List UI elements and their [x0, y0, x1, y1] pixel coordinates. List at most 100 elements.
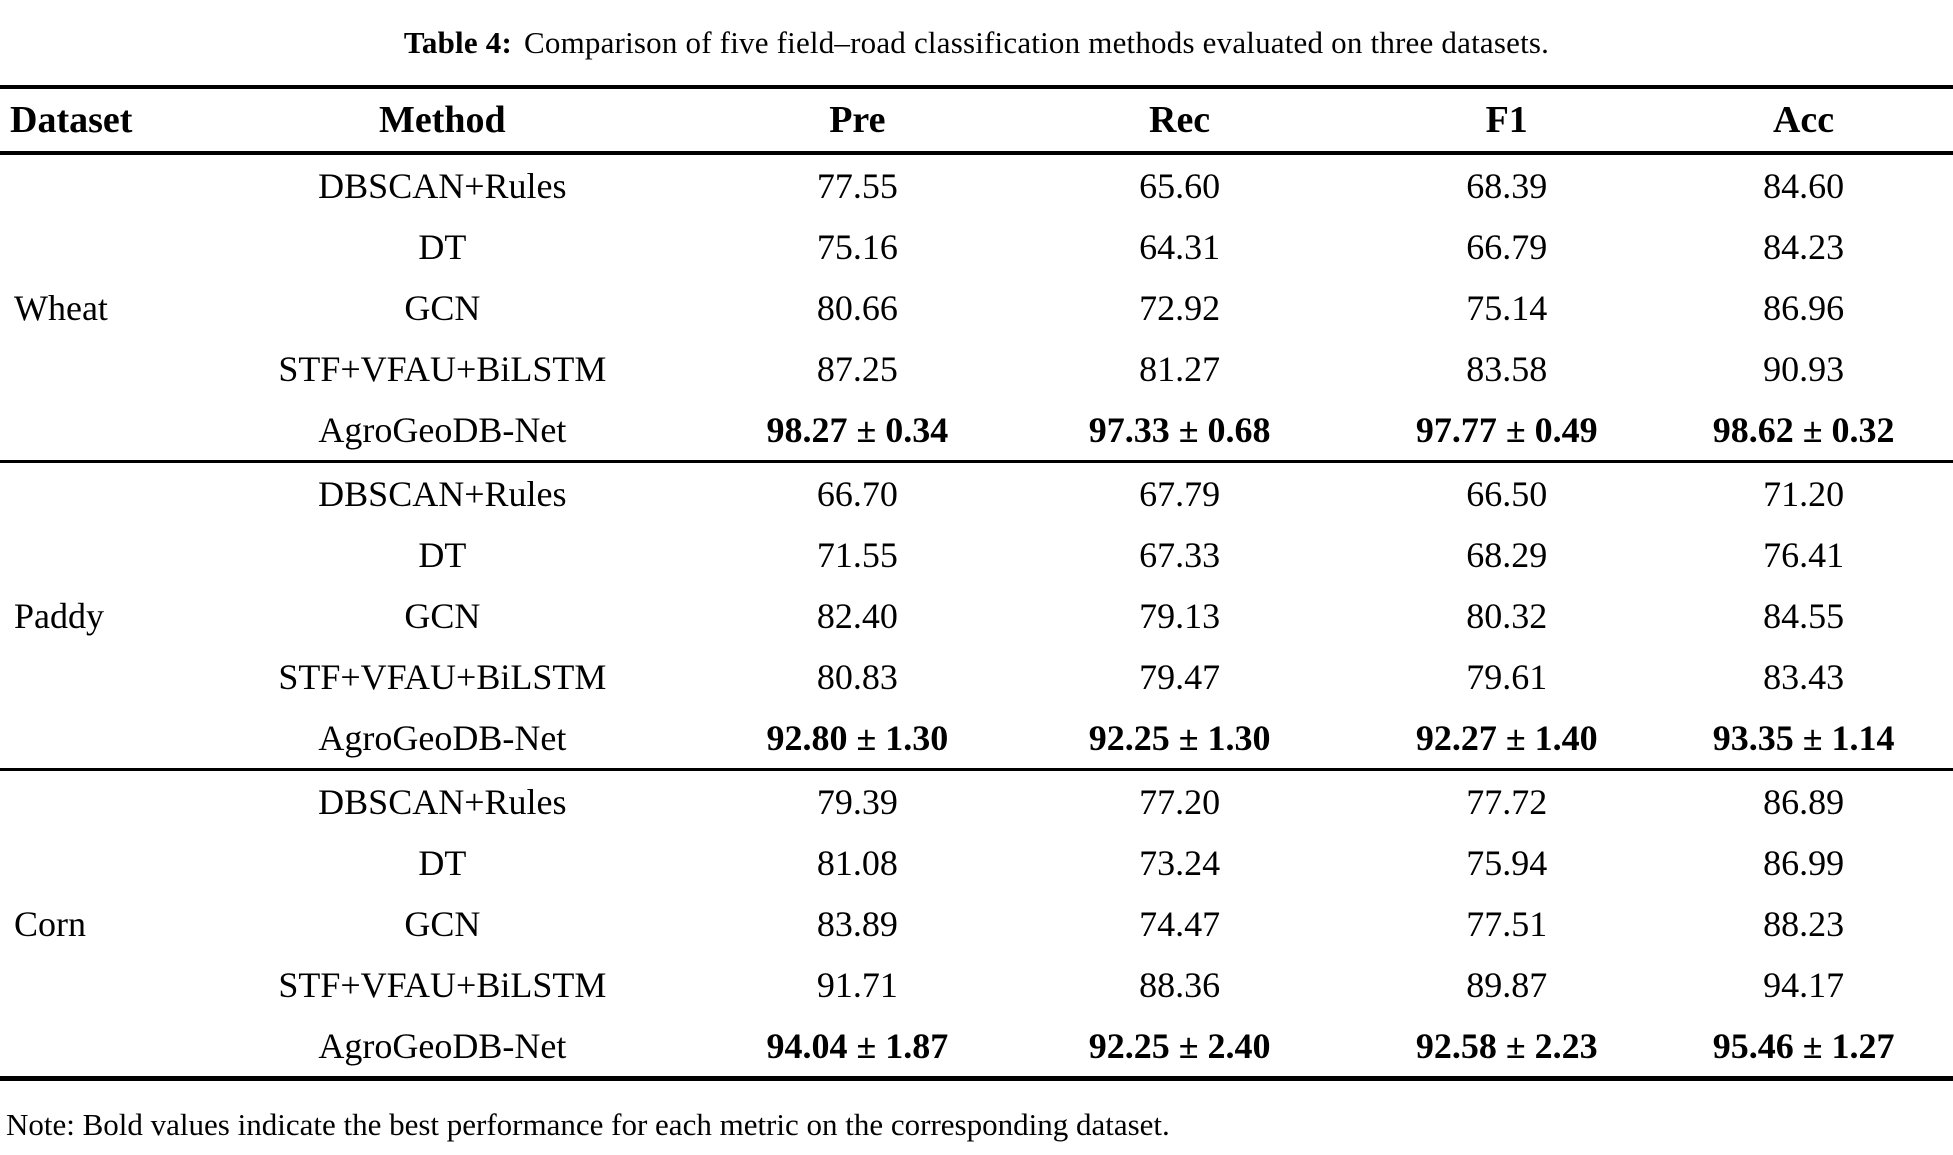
column-header-dataset: Dataset: [0, 87, 170, 155]
metric-cell-f1: 97.77 ± 0.49: [1415, 409, 1598, 450]
table-caption: Table 4: Comparison of five field–road c…: [0, 0, 1953, 85]
metric-cell-rec: 79.13: [1139, 595, 1221, 636]
metric-cell-rec: 67.33: [1139, 534, 1221, 575]
metric-cell-acc: 93.35 ± 1.14: [1712, 717, 1895, 758]
metric-cell-pre: 81.08: [816, 842, 898, 883]
dataset-section-wheat: Wheat DBSCAN+Rules 77.55 65.60 68.39 84.60 DT 7…: [0, 153, 1953, 462]
method-cell: GCN: [404, 903, 481, 944]
metric-cell-rec: 64.31: [1139, 226, 1221, 267]
metric-cell-pre: 66.70: [714, 460, 1000, 524]
metric-cell-rec: 92.25 ± 1.30: [1088, 717, 1271, 758]
metric-cell-f1: 77.51: [1466, 903, 1548, 944]
column-header-acc: Acc: [1654, 87, 1953, 155]
metric-cell-f1: 66.79: [1466, 226, 1548, 267]
table-row: Wheat DBSCAN+Rules 77.55 65.60 68.39 84.60: [0, 153, 1953, 328]
table-caption-label: Table 4:: [403, 24, 512, 60]
metric-cell-acc: 86.96: [1763, 287, 1845, 328]
column-header-rec: Rec: [999, 87, 1360, 155]
method-cell: DT: [418, 226, 467, 267]
metric-cell-pre: 94.04 ± 1.87: [766, 1025, 949, 1066]
metric-cell-rec: 97.33 ± 0.68: [1088, 409, 1271, 450]
table-row: Paddy DBSCAN+Rules 66.70 67.79 66.50 71.20: [0, 460, 1953, 770]
metric-cell-f1: 92.27 ± 1.40: [1415, 717, 1598, 758]
metric-cell-acc: 86.89: [1654, 768, 1953, 832]
table-row: DT 75.16 64.31 66.79 84.23: [0, 216, 1953, 277]
method-cell: DBSCAN+Rules: [318, 165, 567, 206]
method-cell: DBSCAN+Rules: [169, 460, 715, 524]
metric-cell-rec: 74.47: [1139, 903, 1221, 944]
metric-cell-f1: 77.72: [1359, 768, 1655, 832]
method-cell: AgroGeoDB-Net: [318, 1025, 567, 1066]
metric-cell-acc: 90.93: [1763, 348, 1845, 389]
metric-cell-acc: 71.20: [1654, 460, 1953, 524]
metric-cell-pre: 80.66: [816, 287, 898, 328]
metric-cell-pre: 83.89: [816, 903, 898, 944]
metric-cell-rec: 88.36: [1139, 964, 1221, 1005]
method-cell: GCN: [404, 595, 481, 636]
column-header-f1: F1: [1359, 87, 1655, 155]
table-row: GCN 82.40 79.13 80.32 84.55: [0, 585, 1953, 646]
metric-cell-rec: 92.25 ± 2.40: [1088, 1025, 1271, 1066]
dataset-label: Wheat: [14, 287, 108, 328]
method-cell: DBSCAN+Rules: [169, 768, 715, 832]
metric-cell-acc: 88.23: [1763, 903, 1845, 944]
metric-cell-acc: 98.62 ± 0.32: [1712, 409, 1895, 450]
metric-cell-acc: 84.23: [1763, 226, 1845, 267]
metric-cell-acc: 83.43: [1763, 656, 1845, 697]
metric-cell-rec: 67.79: [999, 460, 1360, 524]
metric-cell-f1: 79.61: [1466, 656, 1548, 697]
metric-cell-pre: 75.16: [816, 226, 898, 267]
column-header-method: Method: [169, 87, 715, 155]
table-row: AgroGeoDB-Net 92.80 ± 1.30 92.25 ± 1.30 92.…: [0, 707, 1953, 770]
metric-cell-acc: 76.41: [1763, 534, 1845, 575]
dataset-label: Paddy: [0, 460, 170, 770]
table-row: DT 81.08 73.24 75.94 86.99: [0, 832, 1953, 893]
metric-cell-pre: 92.80 ± 1.30: [766, 717, 949, 758]
method-cell: STF+VFAU+BiLSTM: [278, 656, 607, 697]
metric-cell-f1: 68.29: [1466, 534, 1548, 575]
table-header: Dataset Method Pre Rec F1 Acc: [0, 87, 1953, 155]
method-cell: GCN: [404, 287, 481, 328]
metric-cell-pre: 77.55: [816, 165, 898, 206]
metric-cell-rec: 65.60: [1139, 165, 1221, 206]
header-row: Dataset Method Pre Rec F1 Acc: [0, 87, 1953, 155]
method-cell: AgroGeoDB-Net: [318, 409, 567, 450]
metric-cell-acc: 84.55: [1763, 595, 1845, 636]
method-cell: STF+VFAU+BiLSTM: [278, 964, 607, 1005]
method-cell: STF+VFAU+BiLSTM: [278, 348, 607, 389]
table-row: AgroGeoDB-Net 94.04 ± 1.87 92.25 ± 2.40 92.…: [0, 1015, 1953, 1079]
metric-cell-f1: 68.39: [1466, 165, 1548, 206]
metric-cell-pre: 98.27 ± 0.34: [766, 409, 949, 450]
metric-cell-f1: 75.14: [1466, 287, 1548, 328]
metric-cell-f1: 83.58: [1466, 348, 1548, 389]
metric-cell-pre: 79.39: [714, 768, 1000, 832]
table-row: AgroGeoDB-Net 98.27 ± 0.34 97.33 ± 0.68 97.…: [0, 399, 1953, 462]
table-row: DT 71.55 67.33 68.29 76.41: [0, 524, 1953, 585]
table-row: STF+VFAU+BiLSTM 91.71 88.36 89.87 94.17: [0, 954, 1953, 1015]
table-row: STF+VFAU+BiLSTM 80.83 79.47 79.61 83.43: [0, 646, 1953, 707]
method-cell: DT: [418, 534, 467, 575]
dataset-section-paddy: Paddy DBSCAN+Rules 66.70 67.79 66.50 71.20 DT 7…: [0, 460, 1953, 770]
column-header-pre: Pre: [714, 87, 1000, 155]
metric-cell-rec: 79.47: [1139, 656, 1221, 697]
table-row: STF+VFAU+BiLSTM 87.25 81.27 83.58 90.93: [0, 338, 1953, 399]
metric-cell-rec: 81.27: [1139, 348, 1221, 389]
table-row: GCN 80.66 72.92 75.14 86.96: [0, 277, 1953, 338]
metric-cell-acc: 94.17: [1763, 964, 1845, 1005]
metric-cell-f1: 89.87: [1466, 964, 1548, 1005]
dataset-section-corn: Corn DBSCAN+Rules 79.39 77.20 77.72 86.89 DT 81…: [0, 768, 1953, 1079]
metric-cell-rec: 73.24: [1139, 842, 1221, 883]
table-caption-text: Comparison of five field–road classifica…: [524, 24, 1550, 60]
dataset-label: Corn: [0, 768, 170, 1079]
metric-cell-pre: 71.55: [816, 534, 898, 575]
metric-cell-pre: 80.83: [816, 656, 898, 697]
metric-cell-f1: 75.94: [1466, 842, 1548, 883]
method-cell: AgroGeoDB-Net: [318, 717, 567, 758]
comparison-table: Dataset Method Pre Rec F1 Acc Wheat DBSCA…: [0, 85, 1953, 1081]
metric-cell-acc: 84.60: [1763, 165, 1845, 206]
metric-cell-f1: 66.50: [1359, 460, 1655, 524]
metric-cell-pre: 87.25: [816, 348, 898, 389]
metric-cell-acc: 95.46 ± 1.27: [1712, 1025, 1895, 1066]
metric-cell-acc: 86.99: [1763, 842, 1845, 883]
